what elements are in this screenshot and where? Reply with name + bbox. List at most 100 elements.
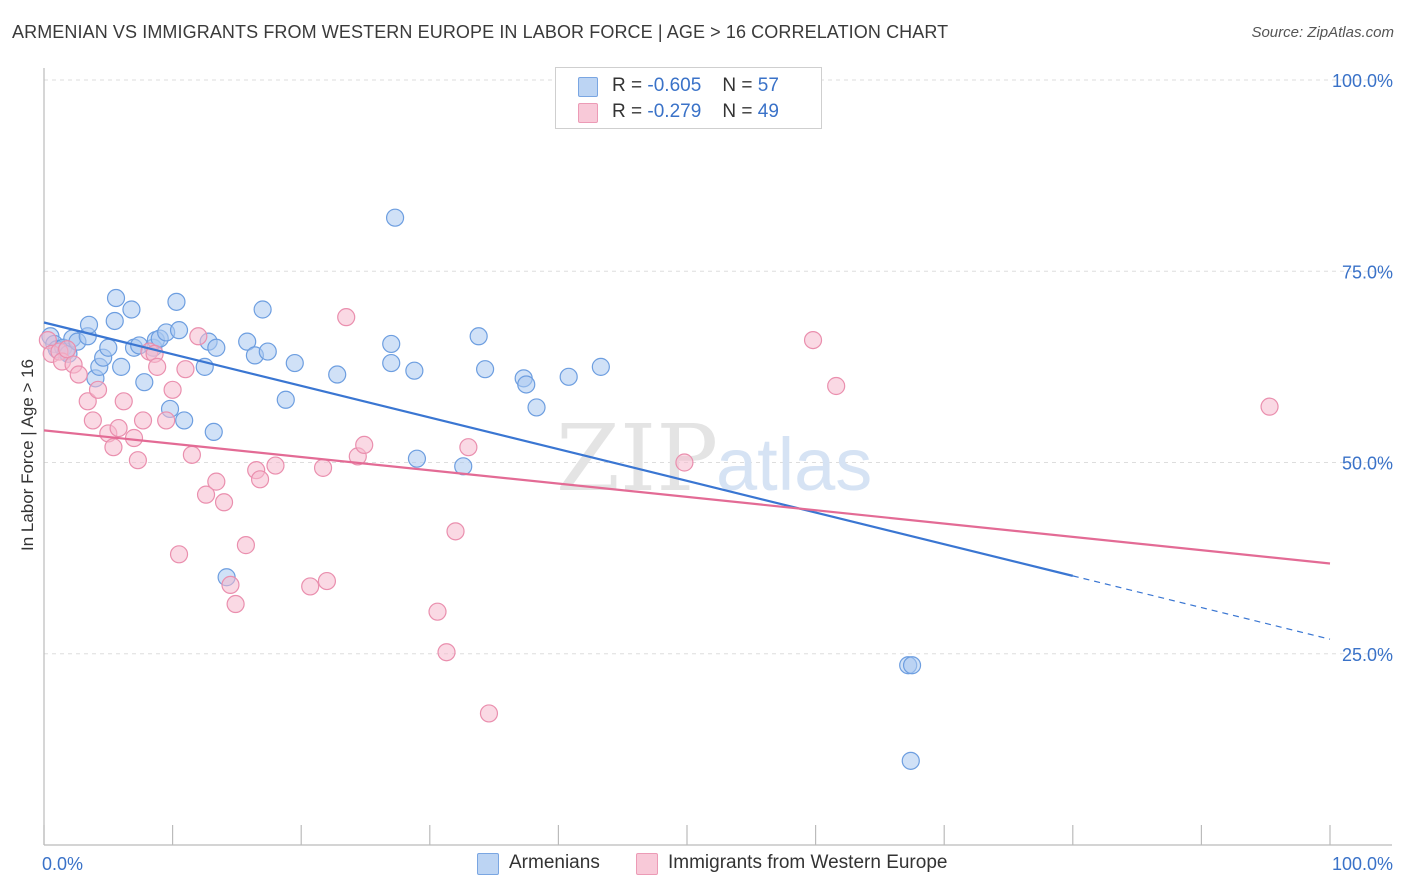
trend-line-armenians <box>43 321 1074 577</box>
source-label: Source: ZipAtlas.com <box>1251 24 1394 41</box>
point-armenians <box>382 334 401 354</box>
point-armenians <box>112 357 131 376</box>
legend-n-label: N = <box>722 75 753 96</box>
legend-swatch-blue <box>578 77 598 97</box>
legend-r-value: -0.605 <box>647 75 702 96</box>
point-immigrants <box>428 602 447 621</box>
point-armenians <box>382 353 401 373</box>
point-armenians <box>167 292 186 311</box>
point-armenians <box>405 361 424 380</box>
point-immigrants <box>58 340 77 359</box>
watermark-zip: ZIP <box>556 405 718 512</box>
legend-swatch-pink <box>636 853 658 875</box>
point-immigrants <box>196 485 216 504</box>
point-armenians <box>106 288 126 308</box>
point-immigrants <box>1260 397 1279 416</box>
point-armenians <box>207 338 226 357</box>
point-immigrants <box>176 360 195 379</box>
legend-n-value: 57 <box>757 75 779 96</box>
point-armenians <box>169 321 189 340</box>
point-armenians <box>285 353 304 373</box>
point-armenians <box>253 300 272 319</box>
point-immigrants <box>182 445 201 464</box>
point-armenians <box>469 327 488 346</box>
point-immigrants <box>169 545 189 564</box>
y-tick-label: 25.0% <box>1342 645 1393 665</box>
point-armenians <box>385 208 405 227</box>
point-immigrants <box>104 438 123 457</box>
point-immigrants <box>675 453 694 472</box>
point-immigrants <box>78 392 97 411</box>
point-immigrants <box>207 472 226 491</box>
data-points <box>38 208 1279 770</box>
point-immigrants <box>266 456 285 475</box>
legend-r-label: R = <box>612 101 643 122</box>
y-tick-label: 100.0% <box>1332 71 1393 91</box>
point-immigrants <box>313 458 333 477</box>
point-immigrants <box>250 470 270 489</box>
trend-line-armenians-extension <box>1072 575 1331 640</box>
legend-r-label: R = <box>612 75 643 96</box>
point-armenians <box>276 390 295 409</box>
point-immigrants <box>226 594 245 614</box>
y-tick-label: 50.0% <box>1342 454 1393 474</box>
point-immigrants <box>236 536 256 555</box>
point-immigrants <box>459 438 478 457</box>
grid-lines <box>44 79 1392 655</box>
point-immigrants <box>157 411 176 430</box>
watermark: ZIP atlas <box>556 405 872 512</box>
point-armenians <box>559 367 578 386</box>
point-armenians <box>407 449 427 468</box>
point-immigrants <box>133 411 153 430</box>
point-armenians <box>527 398 546 417</box>
point-immigrants <box>337 308 356 327</box>
chart-title: ARMENIAN VS IMMIGRANTS FROM WESTERN EURO… <box>12 22 949 42</box>
point-immigrants <box>803 331 823 350</box>
point-armenians <box>122 300 141 319</box>
legend-label-armenians: Armenians <box>509 852 600 873</box>
point-immigrants <box>446 522 465 541</box>
point-armenians <box>99 338 118 357</box>
point-immigrants <box>479 704 499 723</box>
point-immigrants <box>148 357 167 376</box>
point-armenians <box>328 365 347 384</box>
legend-r-value: -0.279 <box>647 101 702 122</box>
x-tick-label: 0.0% <box>42 854 83 874</box>
legend-swatch-blue <box>477 853 499 875</box>
y-tick-label: 75.0% <box>1342 262 1393 282</box>
point-immigrants <box>214 493 234 512</box>
point-immigrants <box>114 392 133 411</box>
legend-n-value: 49 <box>757 101 779 122</box>
legend-n-label: N = <box>722 101 753 122</box>
trend-line-immigrants <box>43 429 1331 565</box>
point-armenians <box>135 373 154 392</box>
point-immigrants <box>163 380 182 399</box>
point-immigrants <box>355 435 374 455</box>
watermark-atlas: atlas <box>716 423 872 506</box>
legend-label-immigrants: Immigrants from Western Europe <box>668 852 948 873</box>
point-armenians <box>901 751 920 770</box>
point-immigrants <box>827 376 846 396</box>
x-tick-label: 100.0% <box>1332 854 1393 874</box>
point-immigrants <box>301 577 320 596</box>
point-immigrants <box>128 451 147 470</box>
point-armenians <box>79 315 99 334</box>
point-armenians <box>175 411 194 430</box>
point-immigrants <box>317 571 337 591</box>
point-armenians <box>105 311 124 331</box>
point-immigrants <box>88 380 108 399</box>
point-armenians <box>517 375 536 394</box>
trend-lines <box>43 321 1331 640</box>
point-armenians <box>902 656 922 675</box>
point-immigrants <box>69 365 88 384</box>
point-armenians <box>238 332 257 351</box>
point-immigrants <box>109 418 128 438</box>
axes <box>43 68 1392 846</box>
point-immigrants <box>189 327 208 346</box>
point-armenians <box>258 342 277 361</box>
point-armenians <box>591 357 610 376</box>
point-immigrants <box>83 411 102 430</box>
stats-legend: R = -0.605 N = 57 R = -0.279 N = 49 <box>555 67 822 129</box>
tick-labels: 25.0% 50.0% 75.0% 100.0% 0.0% 100.0% <box>42 71 1393 874</box>
